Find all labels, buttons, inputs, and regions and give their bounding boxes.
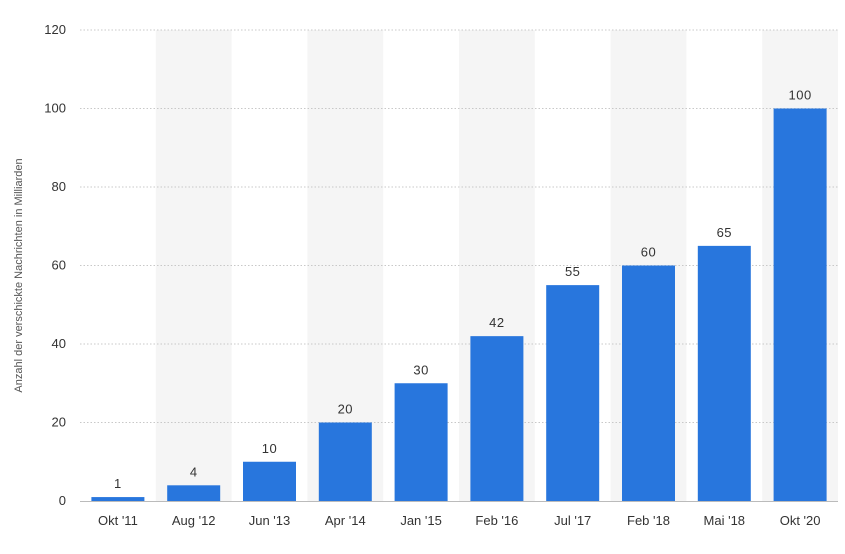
bar-value-label: 4 (190, 464, 198, 479)
bar-value-label: 20 (338, 402, 353, 417)
bars (91, 108, 827, 501)
bar (470, 336, 524, 501)
x-tick-label: Jun '13 (249, 513, 291, 528)
y-tick-label: 20 (52, 415, 66, 430)
bar (773, 108, 827, 501)
x-tick-label: Apr '14 (325, 513, 366, 528)
bar-value-label: 100 (788, 88, 811, 103)
x-tick-label: Mai '18 (704, 513, 746, 528)
y-axis-title: Anzahl der verschickte Nachrichten in Mi… (13, 158, 25, 392)
y-tick-label: 60 (52, 258, 66, 273)
bar-value-label: 65 (717, 225, 732, 240)
bar (622, 265, 675, 501)
x-tick-label: Jan '15 (400, 513, 442, 528)
bar-value-label: 60 (641, 245, 656, 260)
bar-value-label: 30 (413, 362, 428, 377)
x-tick-label: Jul '17 (554, 513, 591, 528)
bar-value-label: 42 (489, 315, 504, 330)
bar (91, 497, 145, 501)
x-axis-ticks: Okt '11 Aug '12 Jun '13 Apr '14 Jan '15 Feb '… (98, 513, 820, 528)
value-labels: 1 4 10 20 30 42 55 60 65 100 (114, 88, 811, 492)
bar-value-label: 1 (114, 476, 122, 491)
x-tick-label: Okt '11 (98, 513, 138, 528)
y-tick-label: 0 (59, 493, 66, 508)
x-tick-label: Aug '12 (172, 513, 216, 528)
x-tick-label: Feb '18 (627, 513, 670, 528)
bar (318, 422, 372, 501)
bar-value-label: 55 (565, 264, 580, 279)
y-tick-label: 80 (52, 179, 66, 194)
bar (243, 461, 296, 501)
bar (394, 383, 448, 501)
bar (546, 285, 600, 501)
y-tick-label: 120 (44, 22, 66, 37)
x-tick-label: Feb '16 (475, 513, 518, 528)
bar (167, 485, 221, 501)
y-tick-label: 40 (52, 336, 66, 351)
gridlines (80, 29, 838, 423)
x-tick-label: Okt '20 (780, 513, 821, 528)
bar-value-label: 10 (262, 441, 277, 456)
bar (697, 245, 751, 501)
y-axis-ticks: 0 20 40 60 80 100 120 (44, 22, 66, 508)
y-tick-label: 100 (44, 101, 66, 116)
